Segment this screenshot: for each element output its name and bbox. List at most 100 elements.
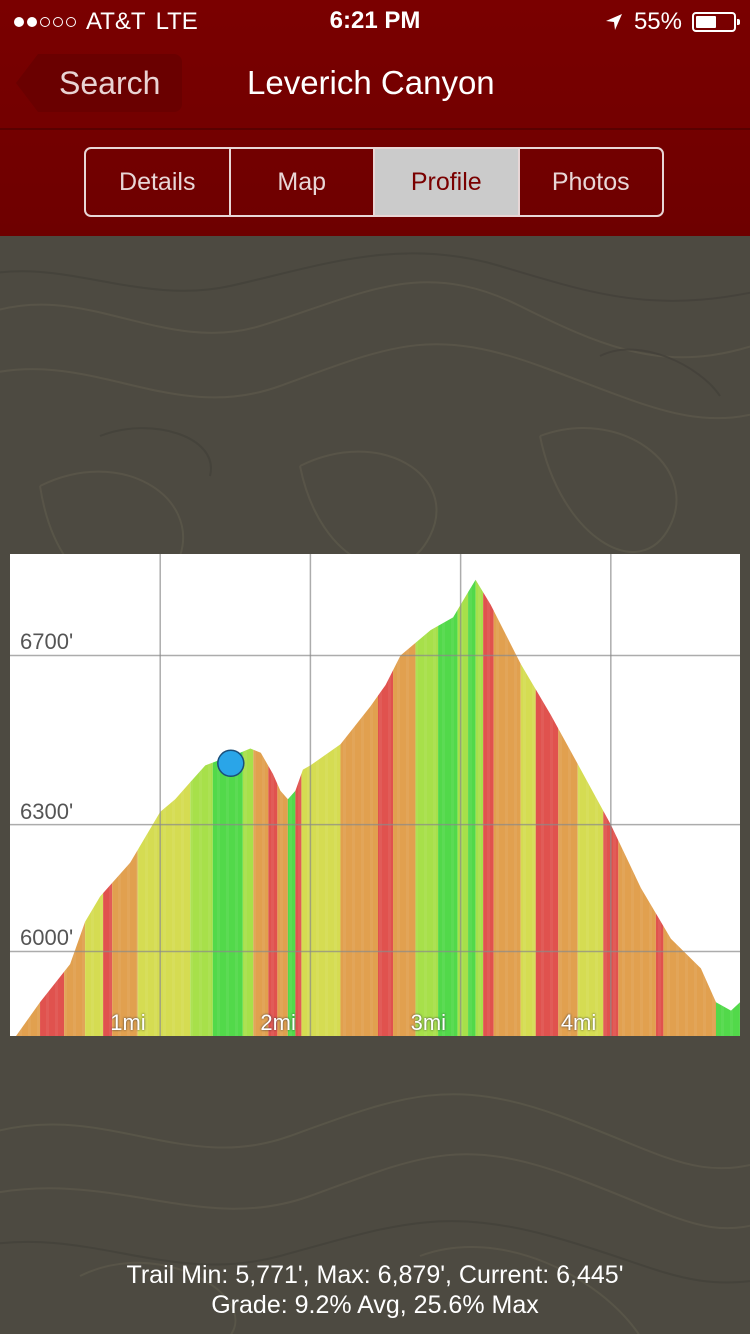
area-texture-stripe <box>172 579 175 1036</box>
area-texture-stripe <box>640 579 643 1036</box>
area-texture-stripe <box>127 579 130 1036</box>
area-texture-stripe <box>505 579 508 1036</box>
area-texture-stripe <box>577 579 580 1036</box>
area-texture-stripe <box>73 579 76 1036</box>
area-texture-stripe <box>388 579 391 1036</box>
y-tick-label: 6300' <box>20 798 74 824</box>
area-texture-stripe <box>19 579 22 1036</box>
elevation-profile-chart[interactable]: 6000' 6300' 6700' 1mi 2mi 3mi 4mi <box>10 554 740 1036</box>
area-texture-stripe <box>631 579 634 1036</box>
location-arrow-icon <box>605 14 622 30</box>
network-label: LTE <box>155 8 198 35</box>
grade-band-gentle <box>457 579 469 1036</box>
area-texture-stripe <box>469 579 472 1036</box>
area-texture-stripe <box>649 579 652 1036</box>
app-header: AT&T LTE 6:21 PM 55% Search Leverich Can… <box>0 0 750 236</box>
area-texture-stripe <box>532 579 535 1036</box>
area-texture-stripe <box>712 579 715 1036</box>
x-tick-label: 3mi <box>410 1010 447 1035</box>
current-position-marker[interactable] <box>217 749 245 778</box>
signal-dot <box>53 17 63 27</box>
area-texture-stripe <box>496 579 499 1036</box>
area-texture-stripe <box>361 579 364 1036</box>
grade-band-very-steep <box>535 579 559 1036</box>
area-texture-stripe <box>604 579 607 1036</box>
header-divider <box>0 128 750 130</box>
tab-profile[interactable]: Profile <box>375 149 520 215</box>
area-texture-stripe <box>244 579 247 1036</box>
area-texture-stripe <box>55 579 58 1036</box>
area-texture-stripe <box>298 579 301 1036</box>
grade-band-gentle <box>242 579 254 1036</box>
area-texture-stripe <box>424 579 427 1036</box>
view-segmented-control: Details Map Profile Photos <box>84 147 664 217</box>
area-texture-stripe <box>433 579 436 1036</box>
area-texture-stripe <box>703 579 706 1036</box>
tab-details[interactable]: Details <box>86 149 231 215</box>
area-texture-stripe <box>325 579 328 1036</box>
page-title: Leverich Canyon <box>247 64 495 101</box>
area-texture-stripe <box>478 579 481 1036</box>
area-texture-stripe <box>181 579 184 1036</box>
carrier-label: AT&T <box>86 8 146 35</box>
y-tick-label: 6700' <box>20 629 74 655</box>
navigation-bar: Search Leverich Canyon <box>0 40 750 128</box>
area-texture-stripe <box>622 579 625 1036</box>
area-texture-stripe <box>208 579 211 1036</box>
area-texture-stripe <box>163 579 166 1036</box>
area-texture-stripe <box>460 579 463 1036</box>
area-texture-stripe <box>334 579 337 1036</box>
area-texture-stripe <box>730 579 733 1036</box>
grade-band-flat <box>438 579 458 1036</box>
area-texture-stripe <box>145 579 148 1036</box>
area-texture-stripe <box>559 579 562 1036</box>
grade-band-moderate <box>520 579 536 1036</box>
elevation-area <box>10 579 740 1036</box>
area-texture-stripe <box>739 579 740 1036</box>
signal-dot <box>14 17 24 27</box>
area-texture-stripe <box>487 579 490 1036</box>
grade-band-steep <box>10 579 41 1036</box>
back-button[interactable]: Search <box>16 54 182 112</box>
area-texture-stripe <box>352 579 355 1036</box>
grade-band-gentle <box>475 579 484 1036</box>
back-button-label: Search <box>59 64 161 101</box>
area-texture-stripe <box>586 579 589 1036</box>
grade-stats: Grade: 9.2% Avg, 25.6% Max <box>211 1291 539 1319</box>
area-texture-stripe <box>82 579 85 1036</box>
x-tick-label: 1mi <box>110 1010 146 1035</box>
grade-band-very-steep <box>268 579 278 1036</box>
elevation-stats: Trail Min: 5,771', Max: 6,879', Current:… <box>126 1261 624 1289</box>
area-texture-stripe <box>514 579 517 1036</box>
tab-photos[interactable]: Photos <box>551 167 630 196</box>
grade-band-very-steep <box>40 579 65 1036</box>
grade-band-very-steep <box>378 579 394 1036</box>
area-texture-stripe <box>685 579 688 1036</box>
area-texture-stripe <box>100 579 103 1036</box>
signal-dot <box>27 17 37 27</box>
grade-band-very-steep <box>483 579 494 1036</box>
area-texture-stripe <box>280 579 283 1036</box>
area-texture-stripe <box>415 579 418 1036</box>
area-texture-stripe <box>523 579 526 1036</box>
area-texture-stripe <box>613 579 616 1036</box>
area-texture-stripe <box>136 579 139 1036</box>
area-texture-stripe <box>10 579 13 1036</box>
grade-band-gentle <box>415 579 439 1036</box>
grade-band-flat <box>468 579 476 1036</box>
area-texture-stripe <box>91 579 94 1036</box>
area-texture-stripe <box>694 579 697 1036</box>
area-texture-stripe <box>37 579 40 1036</box>
area-texture-stripe <box>397 579 400 1036</box>
area-texture-stripe <box>316 579 319 1036</box>
battery-percent: 55% <box>633 8 682 35</box>
area-texture-stripe <box>199 579 202 1036</box>
area-texture-stripe <box>64 579 67 1036</box>
area-texture-stripe <box>658 579 661 1036</box>
grade-band-steep <box>277 579 288 1036</box>
area-texture-stripe <box>667 579 670 1036</box>
area-texture-stripe <box>109 579 112 1036</box>
grade-band-steep <box>112 579 138 1036</box>
area-texture-stripe <box>568 579 571 1036</box>
tab-map[interactable]: Map <box>231 149 375 215</box>
